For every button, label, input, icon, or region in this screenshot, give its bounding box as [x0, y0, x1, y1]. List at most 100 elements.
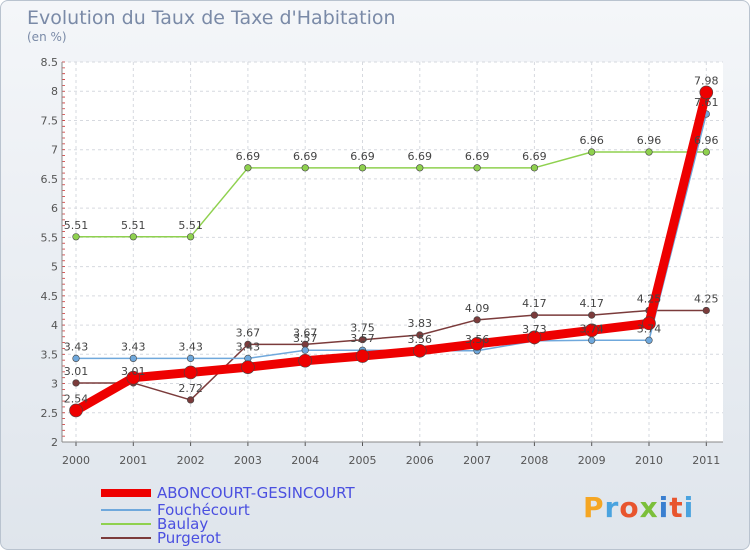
y-tick-label: 2.5	[41, 407, 59, 420]
legend-label: Fouchécourt	[157, 501, 250, 519]
data-label: 5.51	[178, 219, 203, 232]
logo-letter: o	[619, 491, 640, 524]
x-tick-label: 2011	[692, 454, 720, 467]
series-point-2	[244, 164, 252, 172]
series-point-2	[72, 233, 80, 241]
data-label: 3.67	[236, 326, 261, 339]
data-label: 3.75	[350, 322, 375, 335]
x-tick-label: 2006	[406, 454, 434, 467]
series-point-0	[584, 323, 599, 338]
data-label: 3.57	[350, 332, 375, 345]
legend-label: Purgerot	[157, 529, 221, 547]
data-label: 6.69	[236, 150, 261, 163]
y-tick-label: 5	[51, 261, 58, 274]
data-label: 4.17	[579, 297, 604, 310]
data-label: 3.57	[293, 332, 318, 345]
y-tick-label: 8	[51, 85, 58, 98]
data-label: 2.54	[64, 392, 89, 405]
series-line-3	[75, 309, 708, 401]
series-point-0	[470, 336, 484, 351]
series-point-1	[301, 346, 309, 354]
series-point-2	[645, 148, 653, 156]
series-point-2	[530, 164, 539, 172]
series-point-0	[69, 403, 83, 418]
series-point-0	[642, 316, 656, 331]
data-label: 3.56	[408, 333, 433, 346]
series-point-3	[72, 379, 80, 387]
series-point-2	[358, 164, 367, 172]
series-point-3	[530, 311, 539, 319]
series-point-2	[129, 233, 137, 241]
legend-item-baulay: Baulay	[101, 515, 208, 533]
logo-letter: i	[683, 491, 695, 524]
legend-item-aboncourt: ABONCOURT-GESINCOURT	[101, 484, 355, 502]
logo-letter: r	[604, 491, 620, 524]
data-label: 3.43	[178, 340, 203, 353]
y-tick-label: 6	[51, 202, 58, 215]
series-point-3	[473, 316, 481, 324]
series-line-0	[71, 87, 711, 415]
x-tick-label: 2003	[234, 454, 262, 467]
logo-letter: P	[583, 491, 605, 524]
logo-letter: x	[639, 491, 659, 524]
x-tick-label: 2000	[62, 454, 90, 467]
data-label: 3.43	[64, 340, 89, 353]
series-point-2	[702, 148, 710, 156]
series-point-0	[355, 349, 370, 363]
data-label: 6.69	[408, 150, 433, 163]
data-label: 3.67	[293, 326, 318, 339]
legend-label: ABONCOURT-GESINCOURT	[157, 484, 355, 502]
series-point-1	[645, 336, 653, 344]
y-tick-label: 7	[51, 144, 58, 157]
data-label: 7.61	[694, 96, 719, 109]
series-point-1	[187, 354, 195, 363]
x-tick-label: 2008	[520, 454, 548, 467]
data-labels-layer: 2.54 7.98 3.43 3.43 3.43 3.43 3.57 3.57 3.56 3.56…	[64, 74, 719, 405]
y-tick-label: 4	[51, 319, 58, 332]
series-point-3	[187, 396, 195, 404]
legend-item-fouchecourt: Fouchécourt	[101, 501, 250, 519]
series-point-1	[588, 336, 596, 344]
series-point-0	[527, 330, 542, 345]
data-label: 3.74	[579, 322, 604, 335]
series-point-2	[301, 164, 309, 172]
series-point-1	[129, 354, 137, 363]
data-label: 4.25	[637, 292, 662, 305]
legend-swatch	[101, 523, 151, 525]
series-point-0	[298, 353, 313, 368]
series-point-3	[416, 331, 424, 339]
legend-swatch	[101, 509, 151, 511]
y-tick-label: 3	[51, 378, 58, 391]
x-tick-label: 2010	[635, 454, 663, 467]
chart-title: Evolution du Taux de Taxe d'Habitation	[27, 7, 396, 29]
data-label: 6.69	[465, 150, 490, 163]
series-point-3	[244, 340, 252, 348]
series-line-2	[75, 151, 708, 238]
logo-letter: i	[658, 491, 670, 524]
data-label: 4.09	[465, 302, 490, 315]
series-point-2	[473, 164, 481, 172]
data-label: 3.73	[522, 323, 547, 336]
y-tick-label: 5.5	[41, 231, 59, 244]
data-label: 6.69	[350, 150, 375, 163]
legend-item-purgerot: Purgerot	[101, 529, 221, 547]
series-point-2	[187, 233, 195, 241]
x-tick-label: 2009	[578, 454, 606, 467]
data-label: 6.96	[694, 134, 719, 147]
data-label: 3.43	[236, 340, 261, 353]
series-point-2	[588, 148, 596, 156]
data-label: 3.01	[64, 365, 89, 378]
data-label: 3.01	[121, 365, 146, 378]
series-layer	[69, 85, 714, 418]
series-point-2	[416, 164, 424, 172]
axes-layer: 2 2.5 3 3.5 4 4.5 5 5.5 6 6.5 7 7.5 8 8.5 2000 2001 2002…	[41, 56, 723, 467]
x-tick-label: 2005	[349, 454, 377, 467]
legend-swatch	[101, 489, 151, 497]
data-label: 4.25	[694, 292, 719, 305]
series-point-0	[183, 365, 198, 380]
data-label: 3.74	[637, 322, 662, 335]
grid-layer	[62, 61, 723, 443]
series-point-1	[72, 354, 80, 363]
